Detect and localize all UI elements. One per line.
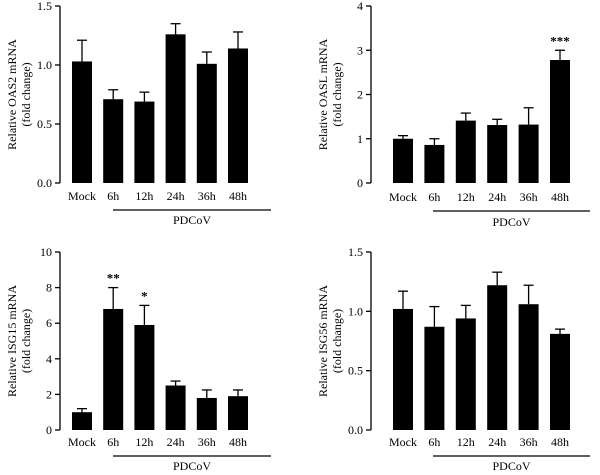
bar-48h bbox=[228, 48, 248, 184]
bar-24h bbox=[487, 285, 508, 430]
y-tick-label: 1.0 bbox=[37, 58, 52, 72]
bar-6h bbox=[103, 99, 124, 183]
x-tick-label: 24h bbox=[488, 190, 506, 204]
y-tick-label: 0 bbox=[46, 423, 52, 437]
y-tick-label: 1.5 bbox=[37, 0, 52, 13]
bar-6h bbox=[424, 144, 445, 183]
bar-36h bbox=[518, 304, 539, 430]
bar-12h bbox=[134, 324, 155, 430]
y-tick-label: 2 bbox=[46, 387, 52, 401]
y-tick-label: 0.5 bbox=[37, 117, 52, 131]
y-axis-label-unit: (fold change) bbox=[19, 62, 33, 126]
bar-Mock bbox=[393, 308, 413, 430]
y-tick-label: 1 bbox=[357, 132, 363, 146]
y-tick-label: 3 bbox=[357, 43, 363, 57]
y-axis-label-unit: (fold change) bbox=[19, 309, 33, 373]
y-axis-label: Relative ISG56 mRNA bbox=[316, 285, 330, 397]
y-tick-label: 0.0 bbox=[348, 423, 363, 437]
significance-marker: ** bbox=[107, 271, 120, 286]
y-axis-label: Relative OASL mRNA bbox=[316, 38, 330, 150]
bar-Mock bbox=[72, 61, 92, 183]
bar-Mock bbox=[393, 138, 413, 183]
x-tick-label: 12h bbox=[135, 189, 153, 203]
bar-12h bbox=[455, 120, 476, 183]
x-tick-label: 12h bbox=[457, 190, 475, 204]
y-tick-label: 6 bbox=[46, 316, 52, 330]
significance-marker: * bbox=[141, 288, 148, 303]
x-tick-label: 48h bbox=[229, 189, 247, 203]
chart-panel-2: 0 1 2 3 4 Relative OASL mRNA (fold change) Mock… bbox=[316, 0, 590, 229]
y-axis-label: Relative OAS2 mRNA bbox=[5, 39, 19, 150]
group-label: PDCoV bbox=[492, 459, 530, 473]
chart-panel-4: 0.0 0.5 1.0 1.5 Relative ISG56 mRNA (fold cha… bbox=[316, 245, 590, 473]
bar-12h bbox=[134, 101, 155, 183]
y-tick-label: 8 bbox=[46, 281, 52, 295]
y-tick-label: 10 bbox=[40, 245, 52, 259]
x-tick-label: Mock bbox=[68, 435, 96, 449]
chart-panel-3: 0 2 4 6 8 10 Relative ISG15 mRNA (fold change) M… bbox=[5, 245, 271, 473]
x-tick-label: 24h bbox=[167, 189, 185, 203]
bar-24h bbox=[487, 125, 508, 183]
bar-Mock bbox=[72, 412, 92, 430]
y-tick-label: 2 bbox=[357, 88, 363, 102]
x-tick-label: Mock bbox=[389, 190, 417, 204]
x-tick-label: 48h bbox=[551, 435, 569, 449]
x-tick-label: 6h bbox=[107, 435, 119, 449]
bar-24h bbox=[165, 34, 186, 183]
bar-36h bbox=[518, 124, 539, 183]
y-tick-label: 4 bbox=[357, 0, 363, 13]
group-label: PDCoV bbox=[173, 213, 211, 227]
bar-48h bbox=[228, 396, 248, 430]
bar-6h bbox=[424, 326, 445, 430]
y-tick-label: 1.5 bbox=[348, 245, 363, 259]
x-tick-label: 6h bbox=[107, 189, 119, 203]
y-tick-label: 0 bbox=[357, 176, 363, 190]
y-axis-label-unit: (fold change) bbox=[330, 309, 344, 373]
y-tick-label: 1.0 bbox=[348, 304, 363, 318]
group-label: PDCoV bbox=[173, 459, 211, 473]
group-label: PDCoV bbox=[492, 215, 530, 229]
y-tick-label: 0.0 bbox=[37, 176, 52, 190]
bar-48h bbox=[550, 59, 570, 183]
bar-36h bbox=[196, 397, 217, 430]
chart-panel-1: 0.0 0.5 1.0 1.5 Relative OAS2 mRNA (fold chan… bbox=[5, 0, 271, 227]
bar-36h bbox=[196, 63, 217, 183]
x-tick-label: 48h bbox=[229, 435, 247, 449]
x-tick-label: 6h bbox=[428, 190, 440, 204]
bar-12h bbox=[455, 318, 476, 430]
x-tick-label: 12h bbox=[457, 435, 475, 449]
bar-6h bbox=[103, 308, 124, 430]
x-tick-label: 36h bbox=[520, 435, 538, 449]
bar-24h bbox=[165, 385, 186, 430]
y-axis-label: Relative ISG15 mRNA bbox=[5, 285, 19, 397]
x-tick-label: Mock bbox=[68, 189, 96, 203]
y-tick-label: 4 bbox=[46, 352, 52, 366]
x-tick-label: 36h bbox=[520, 190, 538, 204]
y-axis-label-unit: (fold change) bbox=[330, 62, 344, 126]
x-tick-label: 24h bbox=[488, 435, 506, 449]
x-tick-label: 48h bbox=[551, 190, 569, 204]
x-tick-label: 12h bbox=[135, 435, 153, 449]
x-tick-label: Mock bbox=[389, 435, 417, 449]
y-tick-label: 0.5 bbox=[348, 364, 363, 378]
x-tick-label: 24h bbox=[167, 435, 185, 449]
significance-marker: *** bbox=[550, 33, 570, 48]
x-tick-label: 36h bbox=[198, 435, 216, 449]
x-tick-label: 6h bbox=[428, 435, 440, 449]
bar-48h bbox=[550, 333, 570, 430]
x-tick-label: 36h bbox=[198, 189, 216, 203]
